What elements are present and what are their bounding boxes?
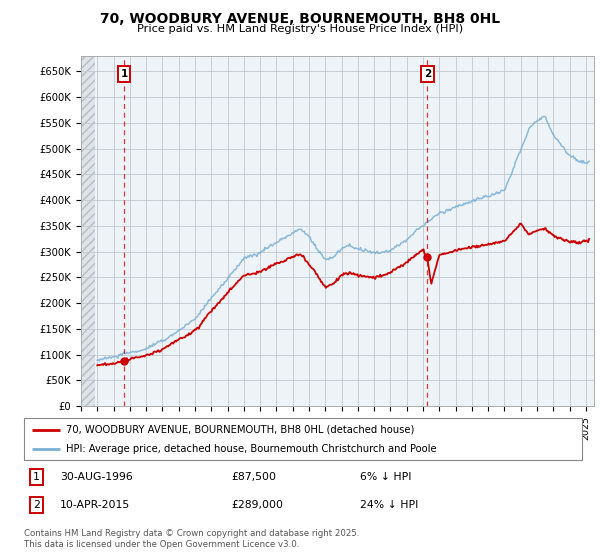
Text: 70, WOODBURY AVENUE, BOURNEMOUTH, BH8 0HL (detached house): 70, WOODBURY AVENUE, BOURNEMOUTH, BH8 0H… bbox=[66, 424, 414, 435]
Text: £87,500: £87,500 bbox=[231, 472, 276, 482]
Text: 2: 2 bbox=[33, 500, 40, 510]
Text: £289,000: £289,000 bbox=[231, 500, 283, 510]
Text: 30-AUG-1996: 30-AUG-1996 bbox=[60, 472, 133, 482]
Text: 24% ↓ HPI: 24% ↓ HPI bbox=[360, 500, 418, 510]
Text: 1: 1 bbox=[121, 69, 128, 79]
Text: HPI: Average price, detached house, Bournemouth Christchurch and Poole: HPI: Average price, detached house, Bour… bbox=[66, 444, 436, 454]
Text: 1: 1 bbox=[33, 472, 40, 482]
Text: 70, WOODBURY AVENUE, BOURNEMOUTH, BH8 0HL: 70, WOODBURY AVENUE, BOURNEMOUTH, BH8 0H… bbox=[100, 12, 500, 26]
FancyBboxPatch shape bbox=[24, 418, 582, 460]
Bar bbox=[81, 46, 95, 406]
Text: 6% ↓ HPI: 6% ↓ HPI bbox=[360, 472, 412, 482]
Text: Contains HM Land Registry data © Crown copyright and database right 2025.
This d: Contains HM Land Registry data © Crown c… bbox=[24, 529, 359, 549]
Text: 10-APR-2015: 10-APR-2015 bbox=[60, 500, 130, 510]
Text: Price paid vs. HM Land Registry's House Price Index (HPI): Price paid vs. HM Land Registry's House … bbox=[137, 24, 463, 34]
Text: 2: 2 bbox=[424, 69, 431, 79]
